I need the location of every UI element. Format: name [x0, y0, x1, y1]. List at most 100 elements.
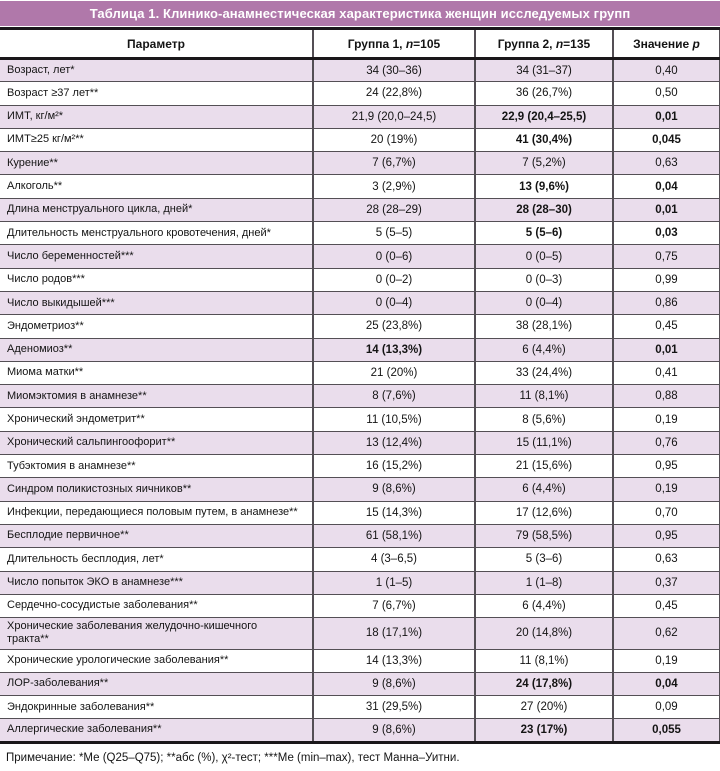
table-row: Число выкидышей*** 0 (0–4) 0 (0–4) 0,86	[0, 290, 720, 315]
group1-cell: 7 (6,7%)	[312, 593, 475, 618]
p-value-cell: 0,40	[612, 58, 720, 82]
p-value-cell: 0,01	[612, 197, 720, 222]
table-row: Хронические заболевания желудочно-кишечн…	[0, 617, 720, 649]
table-row: Длина менструального цикла, дней* 28 (28–…	[0, 197, 720, 222]
group1-cell: 0 (0–2)	[312, 267, 475, 292]
group2-cell: 34 (31–37)	[474, 58, 613, 82]
param-cell: Число родов***	[0, 267, 313, 292]
group1-cell: 31 (29,5%)	[312, 695, 475, 719]
group2-cell: 0 (0–4)	[474, 290, 613, 315]
p-value-cell: 0,45	[612, 314, 720, 339]
param-cell: Инфекции, передающиеся половым путем, в …	[0, 500, 313, 525]
table-row: Миома матки** 21 (20%) 33 (24,4%) 0,41	[0, 360, 720, 385]
param-cell: Возраст, лет*	[0, 58, 313, 82]
group2-cell: 17 (12,6%)	[474, 500, 613, 525]
group2-cell: 7 (5,2%)	[474, 151, 613, 175]
param-cell: Тубэктомия в анамнезе**	[0, 454, 313, 478]
group2-cell: 28 (28–30)	[474, 197, 613, 222]
group1-cell: 7 (6,7%)	[312, 151, 475, 175]
group2-cell: 6 (4,4%)	[474, 477, 613, 502]
table-row: Тубэктомия в анамнезе** 16 (15,2%) 21 (15,…	[0, 454, 720, 478]
p-value-cell: 0,41	[612, 360, 720, 385]
param-cell: Аденомиоз**	[0, 337, 313, 362]
table-row: Хронические урологические заболевания** 1…	[0, 648, 720, 673]
col-header-group1-suffix: =105	[413, 36, 441, 51]
param-cell: Хронический эндометрит**	[0, 407, 313, 432]
table-row: ИМТ≥25 кг/м²** 20 (19%) 41 (30,4%) 0,045	[0, 127, 720, 152]
param-cell: Длина менструального цикла, дней*	[0, 197, 313, 222]
p-value-cell: 0,62	[612, 617, 720, 649]
param-cell: Бесплодие первичное**	[0, 523, 313, 548]
param-cell: Сердечно-сосудистые заболевания**	[0, 593, 313, 618]
col-header-group2-prefix: Группа 2,	[497, 36, 556, 51]
group1-cell: 28 (28–29)	[312, 197, 475, 222]
group1-cell: 14 (13,3%)	[312, 337, 475, 362]
param-cell: Синдром поликистозных яичников**	[0, 477, 313, 502]
group1-cell: 4 (3–6,5)	[312, 547, 475, 572]
param-cell: Хронический сальпингоофорит**	[0, 430, 313, 455]
group1-cell: 9 (8,6%)	[312, 718, 475, 744]
p-value-cell: 0,01	[612, 104, 720, 129]
group2-cell: 6 (4,4%)	[474, 337, 613, 362]
table-title: Таблица 1. Клинико-анамнестическая харак…	[89, 6, 631, 21]
param-cell: Возраст ≥37 лет**	[0, 81, 313, 106]
group1-cell: 8 (7,6%)	[312, 384, 475, 408]
param-cell: Эндокринные заболевания**	[0, 695, 313, 719]
p-value-cell: 0,63	[612, 547, 720, 572]
p-value-cell: 0,99	[612, 267, 720, 292]
p-value-cell: 0,70	[612, 500, 720, 525]
table-row: Инфекции, передающиеся половым путем, в …	[0, 500, 720, 525]
col-header-group1-n: n	[405, 36, 414, 51]
table-row: Длительность бесплодия, лет* 4 (3–6,5) 5 (…	[0, 547, 720, 572]
param-cell: ИМТ≥25 кг/м²**	[0, 127, 313, 152]
footnote: Примечание: *Ме (Q25–Q75); **абс (%), χ²…	[6, 751, 460, 764]
param-cell: Алкоголь**	[0, 174, 313, 199]
param-cell: Аллергические заболевания**	[0, 718, 313, 744]
group2-cell: 11 (8,1%)	[474, 648, 613, 673]
col-header-group2-suffix: =135	[563, 36, 591, 51]
param-cell: Число попыток ЭКО в анамнезе***	[0, 570, 313, 595]
param-cell: ИМТ, кг/м²*	[0, 104, 313, 129]
group2-cell: 8 (5,6%)	[474, 407, 613, 432]
p-value-cell: 0,75	[612, 244, 720, 269]
group1-cell: 24 (22,8%)	[312, 81, 475, 106]
p-value-cell: 0,86	[612, 290, 720, 315]
p-value-cell: 0,19	[612, 477, 720, 502]
table-row: Возраст, лет* 34 (30–36) 34 (31–37) 0,40	[0, 58, 720, 82]
table-row: Алкоголь** 3 (2,9%) 13 (9,6%) 0,04	[0, 174, 720, 199]
group1-cell: 9 (8,6%)	[312, 477, 475, 502]
param-cell: Миома матки**	[0, 360, 313, 385]
table-header: Параметр Группа 1, n=105 Группа 2, n=135…	[0, 30, 720, 60]
group1-cell: 3 (2,9%)	[312, 174, 475, 199]
clinical-characteristics-table: Параметр Группа 1, n=105 Группа 2, n=135…	[0, 30, 720, 744]
group1-cell: 34 (30–36)	[312, 58, 475, 82]
group1-cell: 5 (5–5)	[312, 221, 475, 245]
group2-cell: 0 (0–3)	[474, 267, 613, 292]
table-row: ИМТ, кг/м²* 21,9 (20,0–24,5) 22,9 (20,4–25…	[0, 104, 720, 129]
group2-cell: 15 (11,1%)	[474, 430, 613, 455]
p-value-cell: 0,76	[612, 430, 720, 455]
table-row: Миомэктомия в анамнезе** 8 (7,6%) 11 (8,1%…	[0, 384, 720, 408]
group1-cell: 13 (12,4%)	[312, 430, 475, 455]
group1-cell: 0 (0–4)	[312, 290, 475, 315]
col-header-group2: Группа 2, n=135	[474, 30, 613, 60]
table-row: Число беременностей*** 0 (0–6) 0 (0–5) 0,75	[0, 244, 720, 269]
table-row: Эндометриоз** 25 (23,8%) 38 (28,1%) 0,45	[0, 314, 720, 339]
p-value-cell: 0,045	[612, 127, 720, 152]
group2-cell: 5 (3–6)	[474, 547, 613, 572]
p-value-cell: 0,04	[612, 174, 720, 199]
group2-cell: 24 (17,8%)	[474, 671, 613, 696]
col-header-p-prefix: Значение	[633, 36, 693, 51]
group2-cell: 41 (30,4%)	[474, 127, 613, 152]
col-header-p-value: Значение p	[612, 30, 720, 60]
p-value-cell: 0,09	[612, 695, 720, 719]
p-value-cell: 0,50	[612, 81, 720, 106]
group2-cell: 13 (9,6%)	[474, 174, 613, 199]
group1-cell: 11 (10,5%)	[312, 407, 475, 432]
group2-cell: 38 (28,1%)	[474, 314, 613, 339]
group1-cell: 15 (14,3%)	[312, 500, 475, 525]
group2-cell: 79 (58,5%)	[474, 523, 613, 548]
table-row: Возраст ≥37 лет** 24 (22,8%) 36 (26,7%) 0,5…	[0, 81, 720, 106]
col-header-group1: Группа 1, n=105	[312, 30, 475, 60]
